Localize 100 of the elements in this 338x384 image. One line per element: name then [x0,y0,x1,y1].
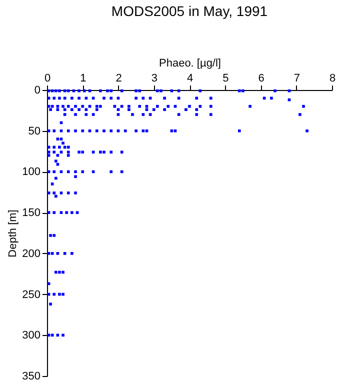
point [131,113,134,116]
point [70,108,74,112]
point [163,96,166,100]
point [70,211,74,214]
point [298,113,302,116]
chart-title: MODS2005 in May, 1991 [111,3,268,19]
point [81,170,84,174]
point [58,146,61,149]
point [52,170,56,174]
point [62,142,64,145]
point [145,129,148,132]
point [166,104,170,108]
point [134,96,138,100]
point [62,292,64,296]
point [306,129,308,132]
point [188,104,191,108]
point [102,150,106,154]
point [66,104,70,108]
point [145,108,148,112]
y-tick-label: 350 [22,370,40,382]
y-tick-label: 100 [22,166,40,178]
point [74,192,77,194]
point [142,113,145,116]
x-tick-label: 8 [329,72,336,84]
x-axis-title: Phaeo. [µg/l] [159,58,221,70]
point [56,252,60,255]
point [47,104,50,108]
point [99,150,102,154]
point [102,96,106,100]
point [152,108,156,112]
y-tick-label: 150 [22,207,40,220]
point [58,89,61,92]
point [50,89,54,92]
point [174,129,177,132]
point [65,211,68,214]
x-tick-label: 3 [151,72,158,84]
point [99,104,102,108]
point [74,129,77,132]
point [138,89,142,92]
point [238,89,241,92]
point [110,170,113,174]
point [110,129,113,132]
y-tick-label: 0 [34,84,40,96]
point [163,108,166,112]
point [47,150,50,154]
y-tick-label: 250 [22,288,40,301]
point [74,104,77,108]
point [49,302,52,306]
point [66,170,70,174]
point [92,150,95,154]
point [170,129,174,132]
point [195,108,198,112]
point [274,89,276,92]
point [242,89,244,92]
x-tick-label: 4 [186,72,194,84]
point [62,270,64,274]
point [66,150,70,154]
point [54,89,58,92]
point [238,129,241,132]
point [270,96,273,100]
point [81,150,84,154]
point [47,154,50,157]
point [63,113,66,116]
point [56,138,60,140]
point [54,176,58,180]
point [128,104,130,108]
point [95,108,98,112]
point [84,108,88,112]
point [54,160,58,163]
x-tick-label: 7 [294,72,300,84]
point [58,270,61,274]
point [52,292,56,296]
point [248,104,252,108]
point [50,334,54,337]
point [116,129,120,132]
point [88,129,92,132]
point [50,252,54,255]
point [60,192,63,194]
point [142,129,145,132]
point [81,129,84,132]
point [81,104,84,108]
point [70,252,74,255]
point [47,192,50,194]
point [52,192,56,194]
point [49,108,52,112]
point [56,104,60,108]
point [134,89,138,92]
point [70,96,74,100]
y-tick-label: 200 [22,248,40,260]
point [56,154,60,157]
point [63,108,66,112]
point [52,96,56,100]
point [160,89,162,92]
point [60,150,63,154]
x-tick-label: 1 [80,72,86,84]
point [66,192,70,194]
point [66,146,70,149]
point [95,104,98,108]
point [62,334,64,337]
x-tick-label: 2 [116,72,122,84]
